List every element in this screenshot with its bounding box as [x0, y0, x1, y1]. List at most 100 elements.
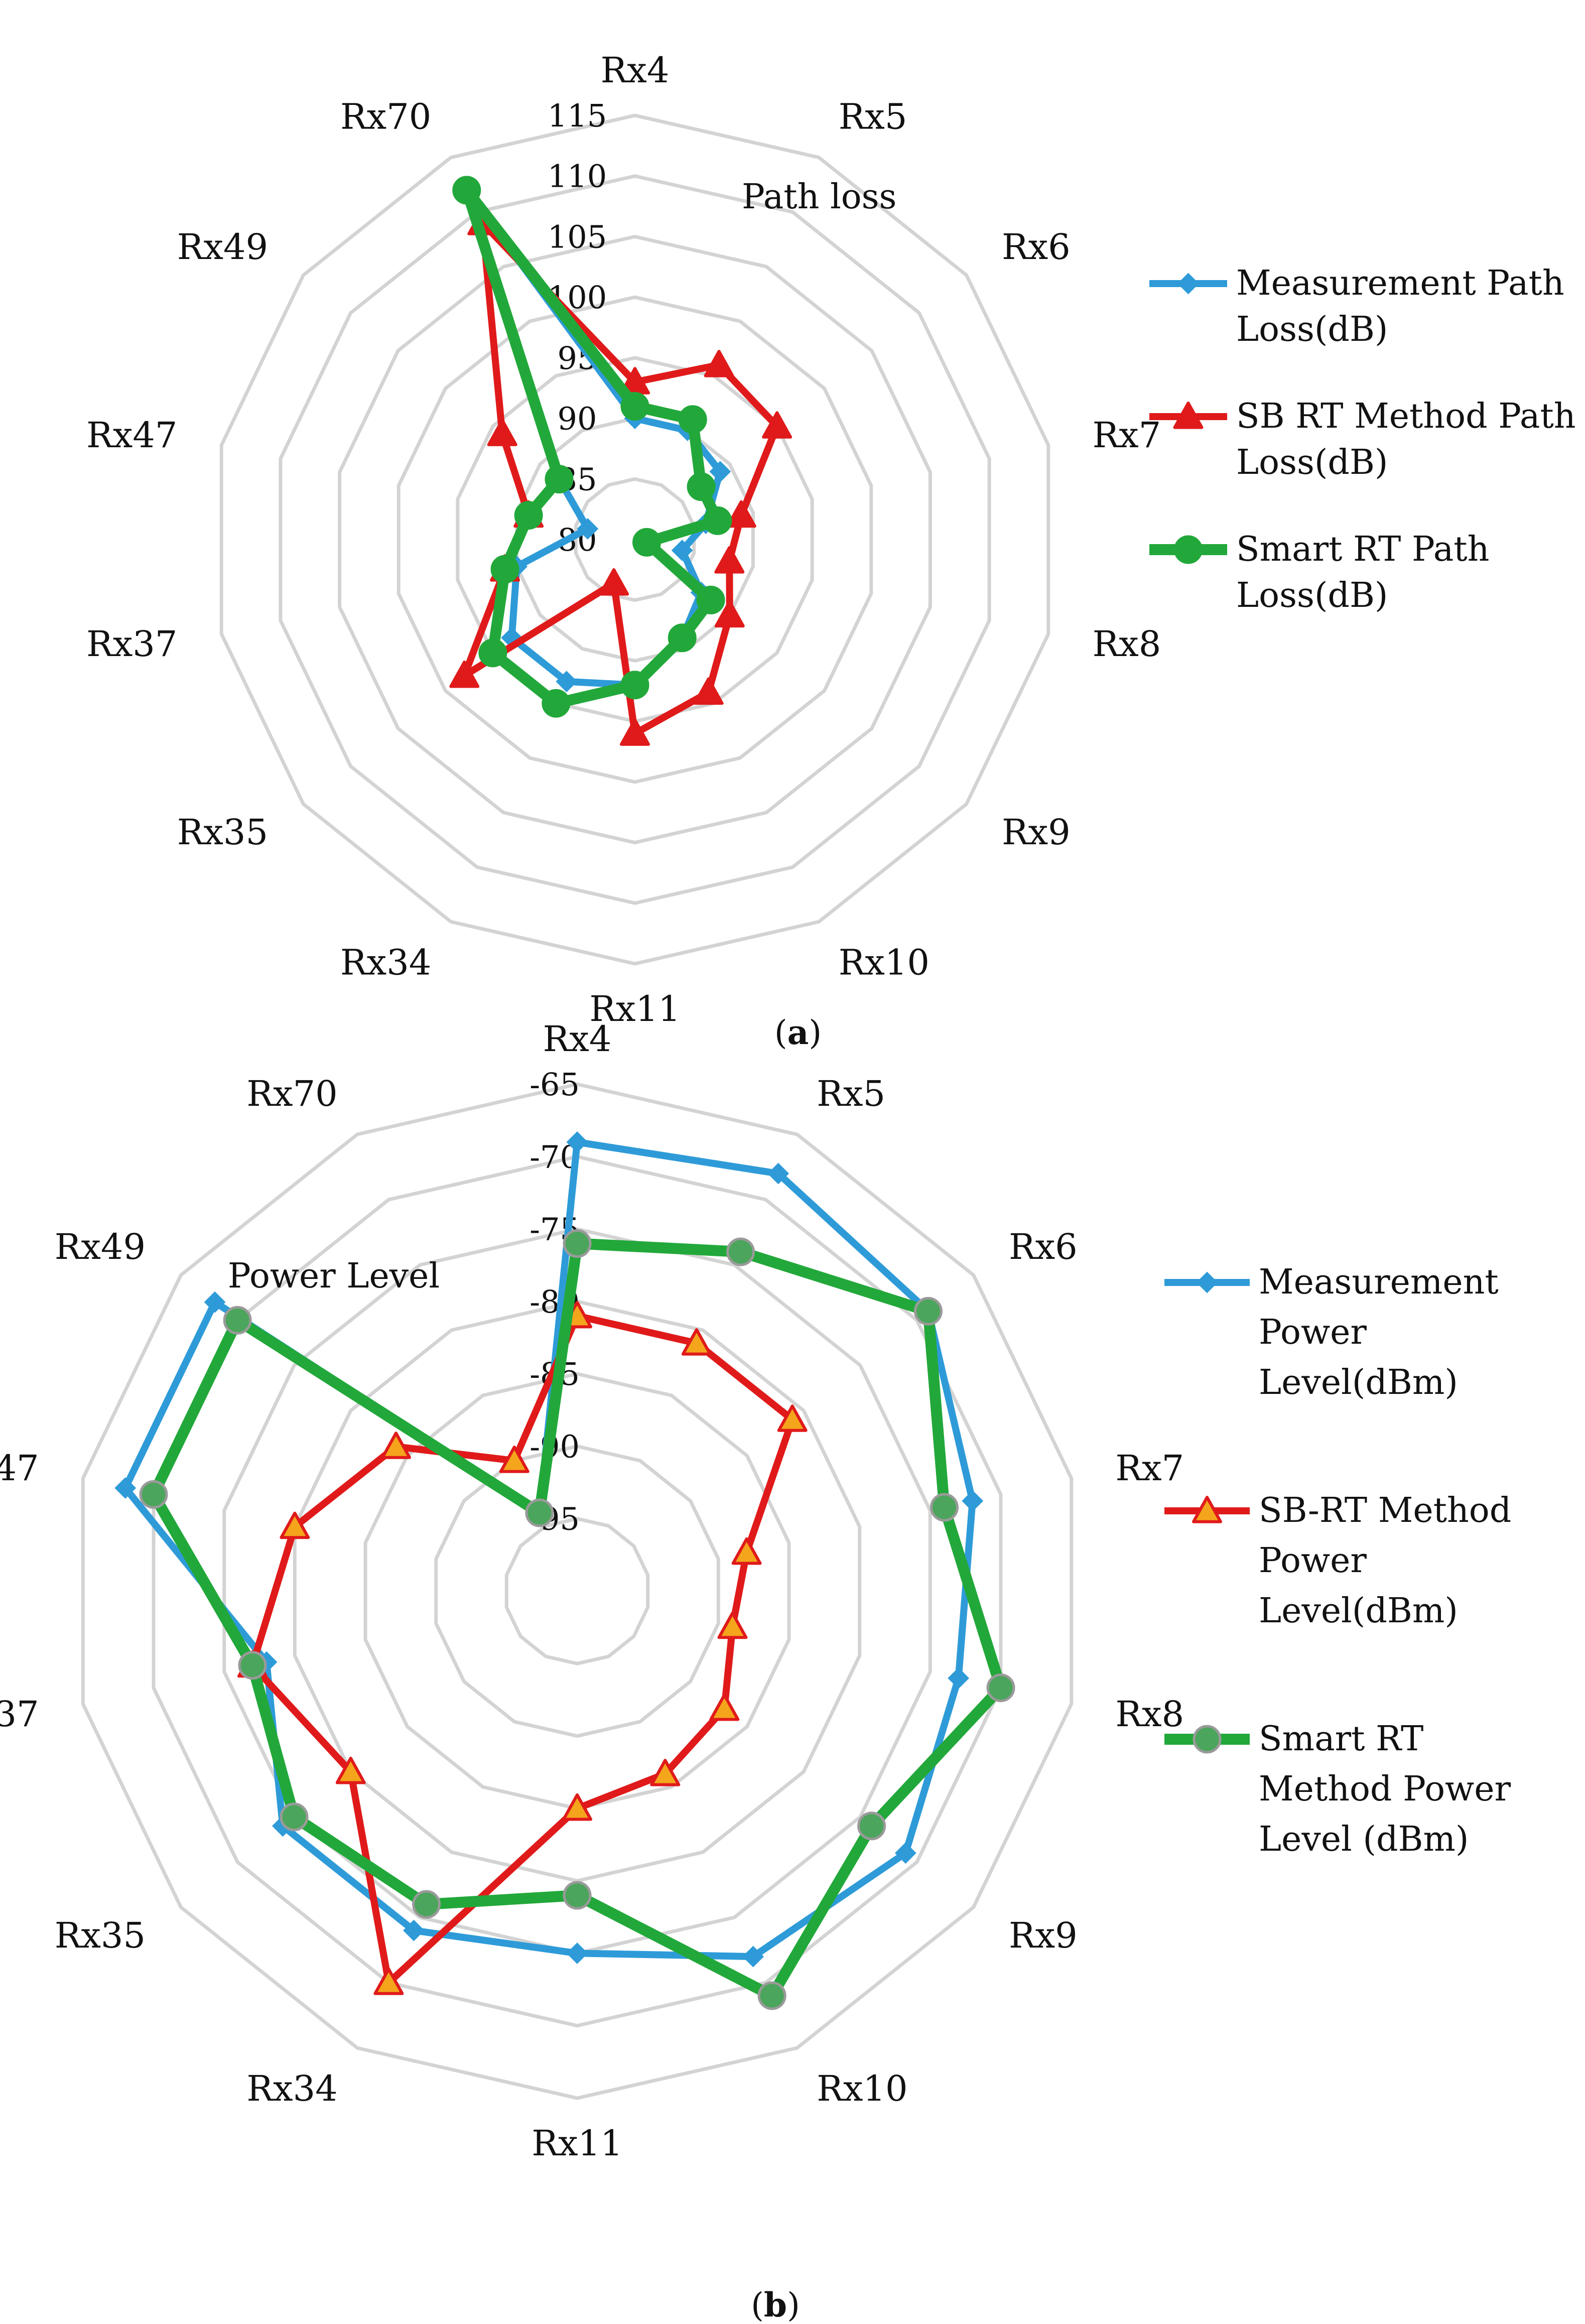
category-label: Rx6 — [1002, 226, 1071, 268]
category-label: Rx35 — [55, 1915, 146, 1956]
legend-label: Measurement Power Level(dBm) — [1259, 1262, 1499, 1402]
marker-triangle — [726, 500, 756, 528]
tick-label: 110 — [548, 158, 607, 195]
marker-circle — [280, 1802, 309, 1832]
legend-label: Smart RT Path Loss(dB) — [1236, 530, 1489, 615]
chart-title-a: Path loss — [742, 177, 896, 217]
marker-diamond — [1177, 273, 1199, 295]
marker-triangle — [487, 419, 517, 446]
grid-ring — [504, 1517, 650, 1665]
category-label: Rx9 — [1009, 1915, 1078, 1956]
marker-triangle — [499, 1446, 530, 1473]
marker-circle — [687, 472, 716, 501]
category-label: Rx11 — [589, 988, 680, 1029]
marker-circle — [563, 1881, 592, 1910]
marker-circle — [986, 1673, 1015, 1703]
marker-triangle — [280, 1511, 310, 1539]
marker-triangle — [449, 660, 480, 688]
legend-a: Measurement Path Loss(dB) SB RT Method Pat… — [1149, 264, 1576, 615]
grid-ring — [81, 1082, 1074, 2100]
category-label: Rx49 — [177, 226, 268, 268]
tick-label: 115 — [548, 97, 607, 134]
marker-diamond — [403, 1919, 425, 1942]
marker-triangle — [714, 546, 745, 574]
category-label: Rx5 — [817, 1073, 885, 1114]
marker-circle — [545, 465, 574, 494]
category-label: Rx4 — [543, 1018, 612, 1060]
marker-diamond — [566, 1131, 588, 1153]
marker-circle — [514, 501, 543, 530]
marker-triangle — [731, 1537, 762, 1565]
legend-label: SB RT Method Path Loss(dB) — [1236, 397, 1576, 482]
marker-diamond — [577, 518, 599, 540]
category-label: Rx37 — [0, 1694, 39, 1735]
marker-circle — [1193, 1725, 1222, 1754]
tick-label: 90 — [558, 401, 597, 437]
panel-label-b: (b) — [751, 2285, 800, 2324]
category-label: Rx7 — [1093, 415, 1161, 456]
legend-label: Measurement Path Loss(dB) — [1236, 264, 1564, 349]
marker-triangle — [693, 677, 724, 705]
grid-ring — [219, 113, 1050, 966]
marker-diamond — [556, 671, 578, 693]
marker-triangle — [681, 1328, 712, 1356]
marker-triangle — [717, 1611, 748, 1639]
marker-diamond — [709, 461, 731, 482]
marker-triangle — [1173, 402, 1204, 429]
radar-chart-b: -95-90-85-80-75-70-65 Rx4Rx5Rx6Rx7Rx8Rx9… — [0, 1018, 1511, 2164]
marker-triangle — [373, 1967, 404, 1995]
marker-triangle — [599, 568, 629, 596]
marker-circle — [632, 528, 662, 557]
marker-diamond — [948, 1667, 970, 1689]
marker-triangle — [709, 1693, 740, 1721]
marker-circle — [678, 405, 707, 434]
grid-ring — [515, 417, 755, 663]
grid-ring — [574, 477, 696, 602]
category-label: Rx6 — [1009, 1226, 1078, 1267]
category-label: Rx70 — [246, 1073, 337, 1114]
series-group-a — [449, 176, 793, 746]
marker-diamond — [962, 1490, 984, 1512]
grid-ring — [397, 295, 873, 784]
marker-circle — [930, 1493, 959, 1522]
marker-diamond — [671, 540, 693, 561]
marker-diamond — [742, 1946, 764, 1968]
tick-label: 105 — [548, 218, 607, 255]
marker-circle — [757, 1981, 786, 2010]
marker-circle — [525, 1498, 554, 1527]
legend-label: SB-RT Method Power Level(dBm) — [1259, 1491, 1511, 1631]
grid-ring — [338, 234, 932, 845]
marker-circle — [726, 1237, 755, 1266]
category-labels-b: Rx4 Rx5 Rx6 Rx7 Rx8 Rx9 Rx10 Rx11 Rx34 Rx35 Rx37 Rx… — [0, 1018, 1184, 2164]
marker-circle — [542, 689, 571, 718]
category-label: Rx34 — [246, 2068, 337, 2109]
marker-triangle — [650, 1758, 681, 1786]
tick-label: -65 — [530, 1066, 580, 1103]
category-label: Rx47 — [0, 1448, 39, 1489]
marker-circle — [668, 623, 697, 653]
category-label: Rx37 — [86, 623, 177, 665]
marker-diamond — [767, 1163, 789, 1185]
category-label: Rx9 — [1002, 812, 1071, 853]
marker-triangle — [335, 1756, 366, 1784]
category-label: Rx7 — [1115, 1448, 1184, 1489]
marker-triangle — [704, 349, 734, 377]
marker-diamond — [114, 1477, 137, 1499]
chart-title-b: Power Level — [228, 1256, 440, 1296]
panel-label-a: (a) — [774, 1013, 822, 1052]
marker-circle — [1174, 535, 1203, 564]
marker-circle — [478, 638, 507, 668]
category-label: Rx4 — [601, 50, 670, 91]
marker-diamond — [204, 1291, 226, 1313]
category-labels-a: Rx4 Rx5 Rx6 Rx7 Rx8 Rx9 Rx10 Rx11 Rx34 Rx35 Rx37 Rx… — [86, 50, 1161, 1029]
marker-circle — [139, 1480, 168, 1509]
marker-circle — [703, 506, 732, 535]
marker-circle — [490, 555, 519, 584]
grid-ring — [279, 174, 991, 905]
radar-grid-a — [219, 113, 1050, 966]
series-line — [248, 1312, 796, 1986]
marker-circle — [857, 1812, 886, 1841]
marker-triangle — [381, 1432, 412, 1459]
